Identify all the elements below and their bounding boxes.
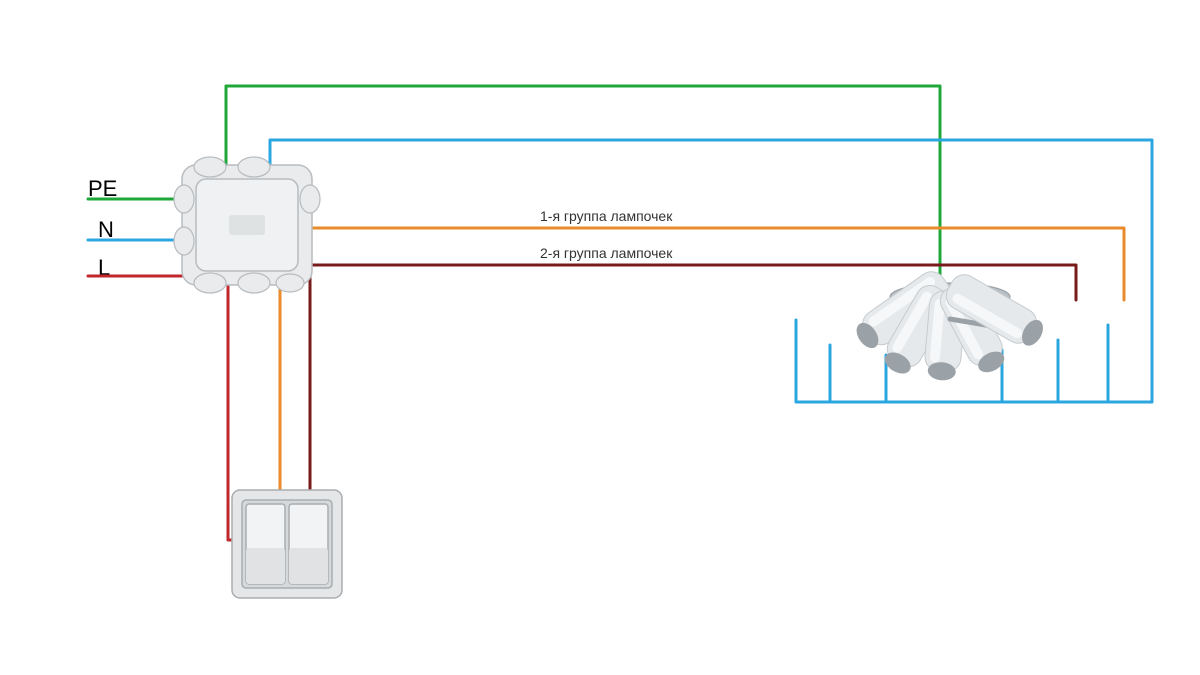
junction-gland-bot-1 [194, 273, 226, 293]
wiring-svg [0, 0, 1200, 675]
junction-gland-left-1 [174, 185, 194, 213]
junction-box-label [229, 215, 265, 235]
junction-gland-top-1 [194, 157, 226, 177]
junction-gland-right-1 [300, 185, 320, 213]
wire-n-out [270, 140, 1152, 402]
junction-gland-bot-3 [276, 274, 304, 292]
switch-rocker-2-shade [289, 548, 328, 584]
junction-gland-top-2 [238, 157, 270, 177]
switch-rocker-1-shade [246, 548, 285, 584]
junction-gland-bot-2 [238, 273, 270, 293]
wire-group1 [280, 228, 1124, 540]
junction-gland-left-2 [174, 227, 194, 255]
